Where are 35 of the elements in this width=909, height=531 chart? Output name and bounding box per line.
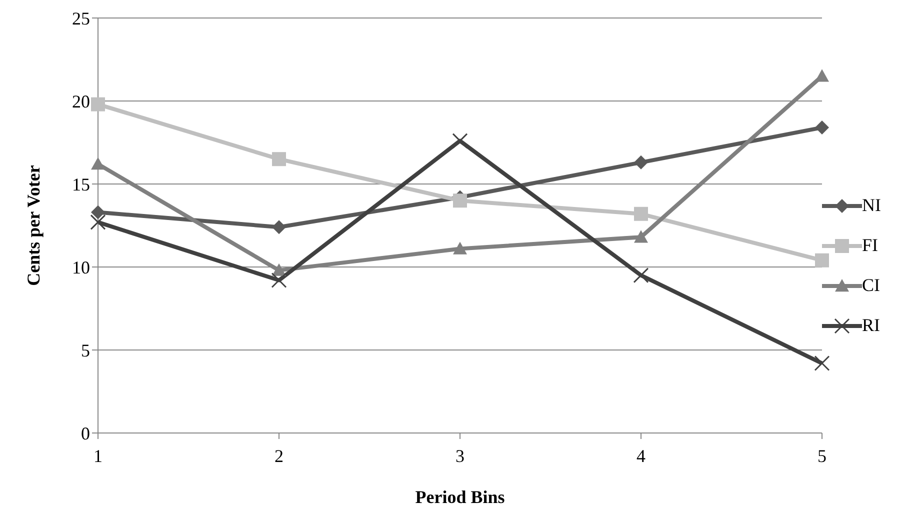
point xyxy=(91,97,105,112)
point xyxy=(272,152,286,166)
point xyxy=(272,263,286,276)
point xyxy=(634,206,648,221)
point xyxy=(453,194,467,208)
legend-label: RI xyxy=(862,315,880,336)
legend-label: CI xyxy=(862,275,880,296)
point xyxy=(814,356,830,372)
y-tick-label: 0 xyxy=(81,423,90,444)
point xyxy=(271,272,287,288)
point xyxy=(91,205,105,220)
x-tick-label: 2 xyxy=(274,446,284,466)
legend-label: FI xyxy=(862,235,878,256)
x-tick-label: 1 xyxy=(94,446,102,466)
point xyxy=(815,253,829,268)
y-tick-label: 20 xyxy=(72,91,90,112)
y-tick-label: 10 xyxy=(72,257,90,278)
y-axis-title: Cents per Voter xyxy=(23,165,44,286)
point xyxy=(90,214,106,230)
point xyxy=(453,242,467,254)
y-tick-label: 15 xyxy=(72,174,90,194)
y-tick-label: 5 xyxy=(81,340,90,360)
x-tick-label: 5 xyxy=(818,446,826,466)
point xyxy=(272,220,286,234)
point xyxy=(634,155,648,170)
point xyxy=(634,230,648,243)
point xyxy=(815,69,829,82)
point xyxy=(815,120,829,135)
x-axis-title: Period Bins xyxy=(415,487,505,507)
legend-label: NI xyxy=(862,195,881,216)
point xyxy=(91,157,105,170)
point xyxy=(633,268,649,284)
x-tick-label: 4 xyxy=(636,446,646,466)
x-tick-label: 3 xyxy=(456,446,464,466)
y-tick-label: 25 xyxy=(72,8,90,28)
